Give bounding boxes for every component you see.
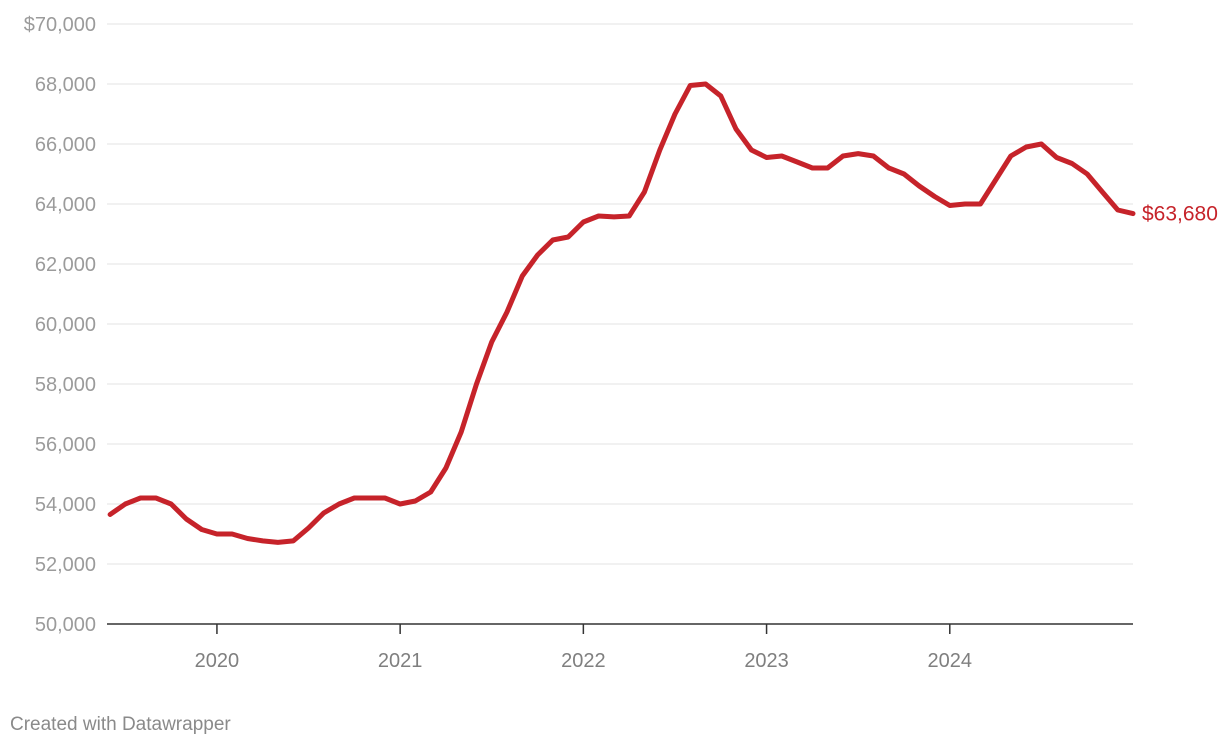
- series-line-0: [107, 81, 1136, 545]
- y-tick-label-66000: 66,000: [35, 134, 96, 156]
- x-tick-label-2023: 2023: [744, 650, 789, 672]
- y-tick-label-70000: $70,000: [24, 14, 96, 36]
- x-tick-label-2021: 2021: [378, 650, 423, 672]
- y-tick-label-56000: 56,000: [35, 434, 96, 456]
- y-tick-label-62000: 62,000: [35, 254, 96, 276]
- y-tick-label-54000: 54,000: [35, 494, 96, 516]
- y-tick-label-58000: 58,000: [35, 374, 96, 396]
- footer-credit: Created with Datawrapper: [10, 714, 231, 735]
- series-end-label: $63,680: [1142, 203, 1218, 226]
- y-tick-label-60000: 60,000: [35, 314, 96, 336]
- y-tick-label-50000: 50,000: [35, 614, 96, 636]
- series-layer: $63,680: [107, 81, 1218, 545]
- x-tick-label-2022: 2022: [561, 650, 606, 672]
- x-axis: 2020 2021 2022 2023 2024: [195, 624, 972, 672]
- y-tick-label-68000: 68,000: [35, 74, 96, 96]
- line-chart: $70,000 68,000 66,000 64,000 62,000 60,000 58,…: [24, 14, 1218, 672]
- x-tick-label-2024: 2024: [928, 650, 973, 672]
- y-tick-label-52000: 52,000: [35, 554, 96, 576]
- y-axis-labels: $70,000 68,000 66,000 64,000 62,000 60,000 58,…: [24, 14, 96, 636]
- y-tick-label-64000: 64,000: [35, 194, 96, 216]
- grid-lines: [107, 23, 1133, 625]
- x-tick-label-2020: 2020: [195, 650, 240, 672]
